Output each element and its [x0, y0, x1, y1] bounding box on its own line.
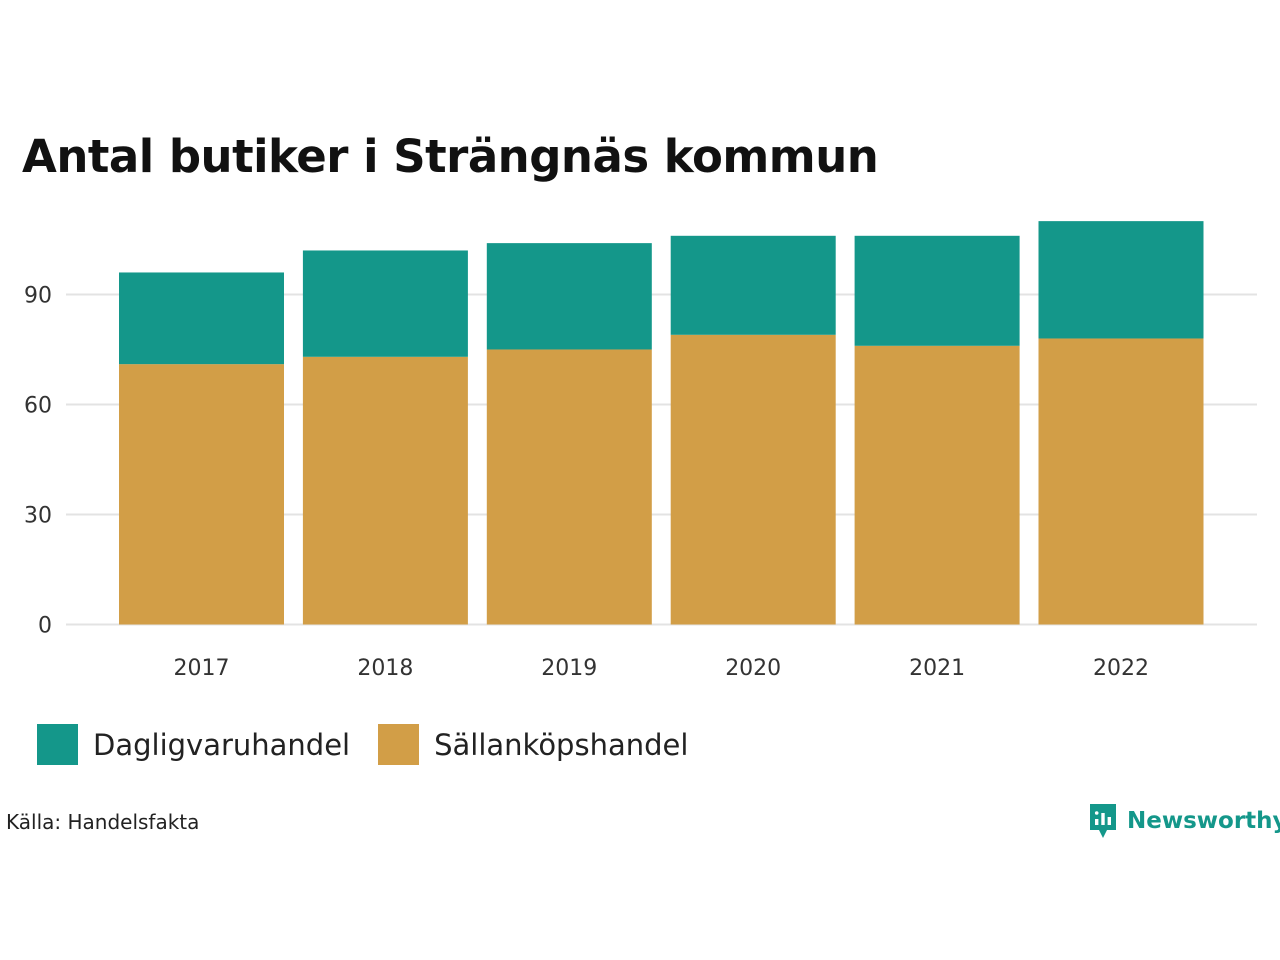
bars: [119, 221, 1204, 625]
bar-s-llank-pshandel-2019: [486, 349, 652, 625]
brand-mark: Newsworthy: [1088, 802, 1280, 840]
legend-item-sallankopshandel: Sällanköpshandel: [378, 724, 688, 765]
legend-item-dagligvaruhandel: Dagligvaruhandel: [37, 724, 350, 765]
x-tick-label-2022: 2022: [1093, 656, 1149, 681]
stacked-bar-chart: 0 30 60 90 2017 2018 2019 2020 2021 2022: [24, 221, 1257, 681]
bar-dagligvaruhandel-2019: [486, 243, 652, 350]
newsworthy-logo-icon: [1090, 804, 1116, 838]
bar-dagligvaruhandel-2022: [1038, 221, 1204, 339]
bar-dagligvaruhandel-2017: [119, 272, 284, 365]
y-tick-label-90: 90: [24, 283, 52, 308]
y-tick-label-60: 60: [24, 393, 52, 418]
chart-title: Antal butiker i Strängnäs kommun: [22, 130, 879, 183]
bar-s-llank-pshandel-2020: [670, 334, 836, 625]
legend: Dagligvaruhandel Sällanköpshandel: [37, 724, 716, 765]
legend-swatch-dagligvaruhandel: [37, 724, 78, 765]
x-tick-label-2018: 2018: [357, 656, 413, 681]
source-note: Källa: Handelsfakta: [6, 810, 200, 834]
x-axis-labels: 2017 2018 2019 2020 2021 2022: [174, 656, 1150, 681]
y-axis-labels: 0 30 60 90: [24, 283, 52, 638]
x-tick-label-2021: 2021: [909, 656, 965, 681]
y-tick-label-30: 30: [24, 503, 52, 528]
bar-s-llank-pshandel-2018: [302, 356, 468, 625]
x-tick-label-2019: 2019: [541, 656, 597, 681]
bar-s-llank-pshandel-2021: [854, 345, 1020, 625]
bar-s-llank-pshandel-2022: [1038, 338, 1204, 625]
y-tick-label-0: 0: [38, 614, 52, 639]
x-tick-label-2017: 2017: [174, 656, 230, 681]
legend-swatch-sallankopshandel: [378, 724, 420, 765]
brand-name: Newsworthy: [1127, 808, 1280, 834]
x-tick-label-2020: 2020: [725, 656, 781, 681]
bar-dagligvaruhandel-2018: [302, 250, 468, 357]
legend-label-dagligvaruhandel: Dagligvaruhandel: [93, 727, 351, 762]
bar-dagligvaruhandel-2020: [670, 235, 836, 335]
bar-dagligvaruhandel-2021: [854, 235, 1020, 346]
legend-label-sallankopshandel: Sällanköpshandel: [434, 727, 689, 762]
bar-s-llank-pshandel-2017: [119, 364, 284, 625]
